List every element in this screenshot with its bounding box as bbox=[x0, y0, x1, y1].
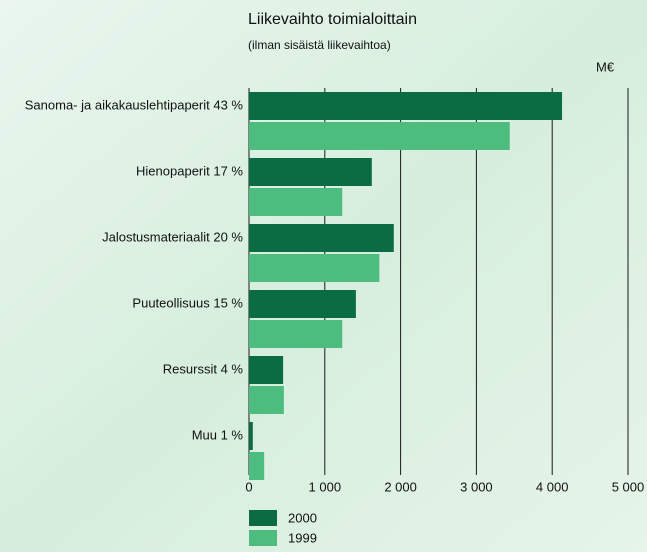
legend-swatch bbox=[249, 510, 277, 526]
legend-label: 1999 bbox=[288, 530, 317, 545]
bar bbox=[249, 224, 394, 252]
bar bbox=[249, 422, 253, 450]
x-tick-label: 4 000 bbox=[536, 479, 569, 494]
x-tick-label: 0 bbox=[245, 479, 252, 494]
chart-subtitle: (ilman sisäistä liikevaihtoa) bbox=[248, 38, 391, 52]
y-tick-label: Puuteollisuus 15 % bbox=[132, 295, 243, 310]
bar bbox=[249, 452, 265, 480]
bar bbox=[249, 386, 284, 414]
x-tick-label: 3 000 bbox=[460, 479, 493, 494]
bar bbox=[249, 290, 356, 318]
x-tick-label: 1 000 bbox=[309, 479, 342, 494]
x-tick-label: 2 000 bbox=[384, 479, 417, 494]
legend-swatch bbox=[249, 530, 277, 546]
bar bbox=[249, 92, 563, 120]
bar bbox=[249, 122, 510, 150]
y-tick-label: Sanoma- ja aikakauslehtipaperit 43 % bbox=[25, 97, 244, 112]
y-tick-label: Muu 1 % bbox=[192, 427, 244, 442]
y-tick-label: Hienopaperit 17 % bbox=[136, 163, 243, 178]
x-tick-label: 5 000 bbox=[612, 479, 645, 494]
bar bbox=[249, 158, 372, 186]
y-tick-label: Jalostusmateriaalit 20 % bbox=[102, 229, 243, 244]
bar bbox=[249, 188, 343, 216]
legend-label: 2000 bbox=[288, 510, 317, 525]
unit-label: M€ bbox=[596, 59, 615, 74]
bar bbox=[249, 254, 380, 282]
bar bbox=[249, 356, 284, 384]
chart-title: Liikevaihto toimialoittain bbox=[248, 11, 417, 28]
y-tick-label: Resurssit 4 % bbox=[163, 361, 244, 376]
bar bbox=[249, 320, 343, 348]
